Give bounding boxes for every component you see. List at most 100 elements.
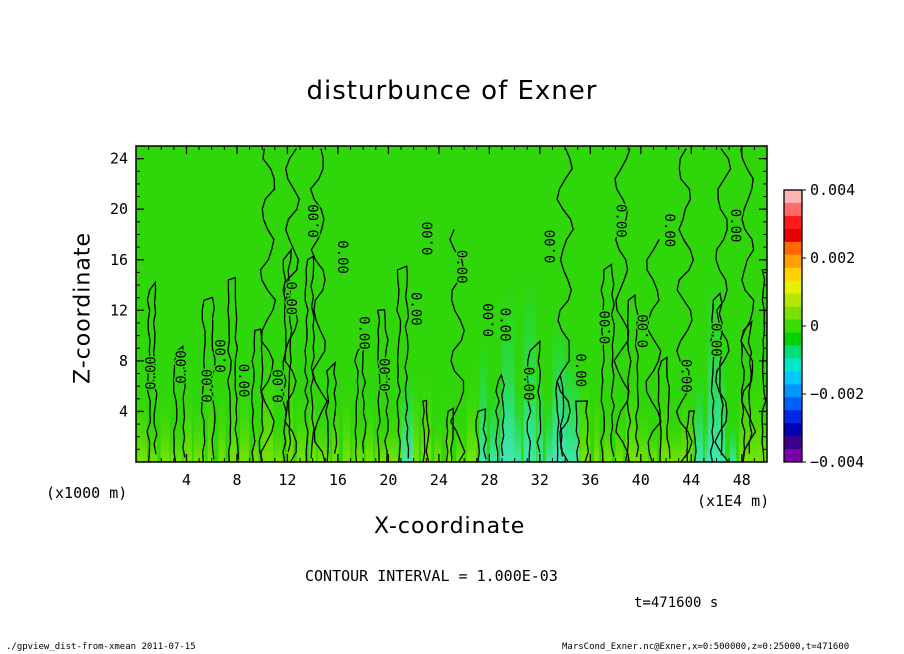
contour-line — [173, 344, 186, 462]
contour-label: 0.00 — [378, 358, 394, 392]
colorbar-tick-label: 0.004 — [810, 181, 855, 199]
heatmap-plume — [446, 384, 452, 462]
contour-line — [376, 308, 389, 462]
heatmap-plume — [580, 357, 591, 462]
heatmap-plume — [296, 386, 306, 462]
colorbar-swatch — [784, 358, 802, 372]
colorbar-swatch — [784, 410, 802, 424]
contour-line — [657, 356, 671, 462]
colorbar-swatch — [784, 345, 802, 359]
heatmap-plume — [410, 370, 419, 462]
contour-line — [304, 255, 315, 462]
x-tick-label: 36 — [581, 471, 599, 489]
heatmap-plume — [669, 416, 683, 462]
colorbar-swatch — [784, 436, 802, 450]
heatmap-plume — [386, 402, 399, 462]
plot-area: 0.00 0.00 0.00 0.00 0.00 0.00 0.00 0.00 0.00 0.00… — [136, 146, 767, 462]
y-tick-label: 4 — [119, 402, 128, 420]
heatmap-plume — [594, 375, 600, 462]
contour-label: 0.00 — [520, 367, 536, 401]
contour-label: 0.00 — [408, 292, 424, 326]
x-tick-label: 28 — [480, 471, 498, 489]
contour-line — [645, 239, 662, 462]
contour-line — [714, 148, 732, 462]
contour-label: 0.00 — [283, 282, 299, 316]
heatmap-plume — [649, 423, 658, 462]
contour-line — [675, 148, 695, 462]
heatmap-plume — [729, 421, 737, 462]
contour-line — [526, 339, 542, 462]
heatmap-plume — [274, 413, 283, 462]
heatmap-plume — [615, 405, 624, 462]
heatmap-plume — [739, 361, 750, 462]
colorbar-swatch — [784, 267, 802, 282]
heatmap-negative-plume — [523, 272, 537, 462]
colorbar-swatch — [784, 449, 802, 463]
contour-line — [282, 247, 293, 462]
contour-label: 0.00 — [213, 339, 229, 373]
heatmap-plume — [150, 413, 158, 462]
colorbar-swatch — [784, 371, 802, 385]
contour-line — [600, 263, 615, 462]
contour-label: 0.00 — [481, 303, 497, 337]
heatmap-plume — [160, 384, 170, 462]
contour-line — [556, 148, 574, 462]
chart-title: disturbunce of Exner — [306, 76, 598, 106]
contour-label: 0.00 — [543, 230, 559, 264]
contour-line — [251, 328, 264, 462]
contour-line — [709, 292, 724, 462]
y-axis-label: Z-coordinate — [70, 232, 96, 384]
contour-label: 0.00 — [144, 356, 160, 390]
contour-line — [325, 360, 338, 462]
x-tick-label: 8 — [232, 471, 241, 489]
y-tick-label: 12 — [110, 301, 128, 319]
y-tick-label: 24 — [110, 150, 128, 168]
x-tick-label: 24 — [430, 471, 448, 489]
colorbar-swatch — [784, 280, 802, 295]
contour-line — [226, 276, 240, 462]
contour-labels: 0.00 0.00 0.00 0.00 0.00 0.00 0.00 0.00 0.00 0.00… — [142, 203, 744, 405]
heatmap-plume — [137, 380, 147, 462]
heatmap-plume — [365, 392, 374, 462]
heatmap-plume — [253, 408, 259, 462]
contour-label: 0.00 — [727, 209, 743, 243]
heatmap-plume — [479, 339, 487, 462]
contour-label: 0.00 — [661, 214, 677, 248]
contour-label: 0.00 — [598, 310, 614, 344]
heatmap-plume — [625, 363, 637, 462]
contour-line — [475, 407, 487, 462]
colorbar-tick-label: 0.002 — [810, 249, 855, 267]
x-tick-label: 48 — [733, 471, 751, 489]
heatmap-plume — [183, 371, 192, 462]
contour-label: 0.00 — [334, 240, 350, 274]
contour-line — [146, 280, 158, 462]
heatmap-plume — [261, 340, 274, 462]
contour-line — [740, 148, 757, 462]
contour-line — [740, 320, 753, 462]
contour-label: 0.00 — [612, 204, 628, 238]
colorbar-swatch — [784, 190, 802, 204]
colorbar-swatch — [784, 332, 802, 346]
colorbar-swatch — [784, 241, 802, 256]
heatmap-plume — [193, 398, 205, 462]
colorbar-swatch — [784, 384, 802, 398]
x-scale-label: (x1E4 m) — [697, 492, 770, 510]
contour-line — [613, 148, 631, 462]
heatmap-plume — [694, 372, 704, 462]
x-unit-label: (x1000 m) — [46, 484, 128, 502]
heatmap-plume — [718, 344, 726, 462]
contour-line — [685, 410, 697, 462]
contour-line — [283, 148, 300, 462]
heatmap-plume — [207, 365, 214, 462]
heatmap-negative-plume — [707, 272, 721, 462]
heatmap-plume — [490, 385, 499, 462]
x-tick-label: 44 — [682, 471, 700, 489]
colorbar-swatch — [784, 423, 802, 437]
contour-label: 0.00 — [708, 323, 724, 357]
contour-line — [259, 148, 277, 462]
heatmap-plume — [466, 363, 477, 462]
contour-line — [626, 293, 640, 462]
heatmap-plume — [170, 417, 183, 462]
contour-line — [396, 265, 410, 462]
